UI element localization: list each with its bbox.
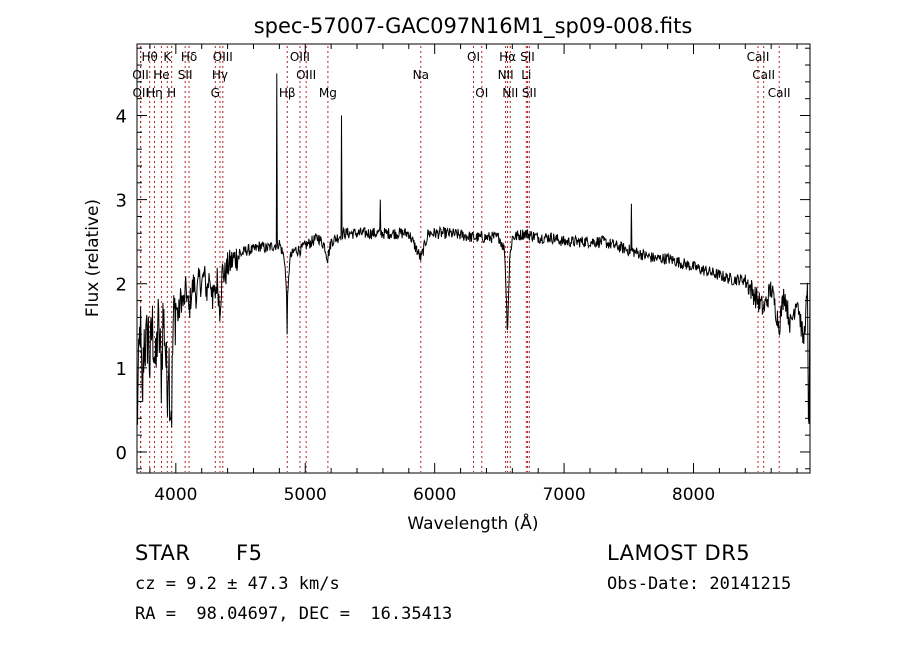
line-marker-label: Hα — [499, 50, 516, 64]
line-marker-label: Hη — [146, 86, 163, 100]
line-marker-label: NII — [498, 68, 514, 82]
plot-frame — [136, 43, 811, 474]
y-axis-label: Flux (relative) — [83, 199, 103, 317]
y-tick-label: 0 — [116, 443, 127, 464]
line-marker-label: G — [211, 86, 220, 100]
line-marker-label: Hβ — [279, 86, 296, 100]
x-tick-label: 8000 — [672, 485, 715, 505]
y-tick-label: 1 — [116, 359, 127, 380]
line-marker-label: CaII — [747, 50, 770, 64]
line-marker-labels: Hθ K Hδ OIII OIII Na OI Hα SII CaII OII He SII Hγ OIII… — [132, 50, 790, 100]
y-axis-ticks: 0 1 2 3 4 — [116, 47, 810, 470]
x-tick-label: 4000 — [154, 485, 197, 505]
object-class: STAR — [135, 541, 191, 565]
line-marker-label: OIII — [296, 68, 316, 82]
observation-date: Obs-Date: 20141215 — [607, 574, 792, 594]
line-marker-label: OI — [467, 50, 480, 64]
line-marker-label: Mg — [319, 86, 337, 100]
x-tick-label: 6000 — [413, 485, 456, 505]
redshift-velocity: cz = 9.2 ± 47.3 km/s — [135, 574, 340, 594]
data-release: LAMOST DR5 — [607, 541, 751, 565]
spectrum-line — [136, 73, 811, 428]
y-tick-label: 3 — [116, 191, 127, 212]
line-marker-label: Na — [413, 68, 429, 82]
x-tick-label: 7000 — [542, 485, 585, 505]
object-subclass: F5 — [236, 541, 263, 565]
line-marker-label: Hδ — [181, 50, 197, 64]
line-marker-label: CaII — [768, 86, 791, 100]
line-marker-label: K — [163, 50, 172, 64]
spectrum-chart: spec-57007-GAC097N16M1_sp09-008.fits Hθ K… — [83, 14, 811, 534]
line-marker-label: Li — [521, 68, 531, 82]
line-marker-label: OII — [132, 68, 149, 82]
line-marker-label: OIII — [213, 50, 233, 64]
chart-title: spec-57007-GAC097N16M1_sp09-008.fits — [254, 14, 693, 39]
line-marker-label: Hγ — [212, 68, 228, 82]
line-marker-label: CaII — [752, 68, 775, 82]
y-tick-label: 4 — [116, 107, 127, 128]
line-marker-label: H — [167, 86, 176, 100]
line-marker-label: OIII — [290, 50, 310, 64]
line-marker-label: SII — [522, 86, 537, 100]
line-marker-label: He — [153, 68, 169, 82]
y-tick-label: 2 — [116, 275, 127, 296]
sky-coordinates: RA = 98.04697, DEC = 16.35413 — [135, 604, 453, 624]
x-tick-label: 5000 — [284, 485, 327, 505]
line-marker-label: SII — [520, 50, 535, 64]
line-marker-label: SII — [178, 68, 193, 82]
line-marker-label: OI — [475, 86, 488, 100]
x-axis-label: Wavelength (Å) — [407, 512, 538, 534]
line-marker-label: Hθ — [141, 50, 157, 64]
x-axis-ticks: 4000 5000 6000 7000 8000 — [149, 44, 798, 505]
line-marker-label: NII — [502, 86, 518, 100]
